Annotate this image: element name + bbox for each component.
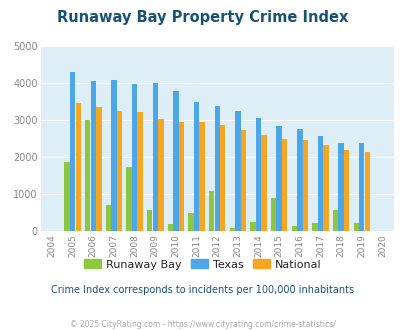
- Text: © 2025 CityRating.com - https://www.cityrating.com/crime-statistics/: © 2025 CityRating.com - https://www.city…: [70, 320, 335, 329]
- Bar: [194, 102, 199, 231]
- Bar: [229, 228, 234, 231]
- Bar: [209, 191, 214, 231]
- Bar: [85, 120, 90, 231]
- Bar: [90, 81, 96, 231]
- Legend: Runaway Bay, Texas, National: Runaway Bay, Texas, National: [80, 255, 325, 274]
- Bar: [240, 130, 245, 231]
- Bar: [220, 124, 225, 231]
- Bar: [270, 198, 276, 231]
- Bar: [323, 145, 328, 231]
- Bar: [214, 106, 220, 231]
- Bar: [358, 143, 364, 231]
- Bar: [302, 140, 307, 231]
- Bar: [261, 135, 266, 231]
- Bar: [117, 111, 122, 231]
- Bar: [64, 162, 70, 231]
- Bar: [70, 72, 75, 231]
- Bar: [364, 152, 369, 231]
- Bar: [296, 129, 302, 231]
- Bar: [249, 222, 255, 231]
- Bar: [147, 210, 152, 231]
- Bar: [132, 84, 137, 231]
- Bar: [255, 118, 260, 231]
- Bar: [158, 119, 163, 231]
- Bar: [105, 205, 111, 231]
- Bar: [281, 139, 287, 231]
- Bar: [96, 107, 101, 231]
- Bar: [126, 167, 131, 231]
- Bar: [152, 83, 158, 231]
- Bar: [276, 126, 281, 231]
- Bar: [188, 213, 193, 231]
- Bar: [137, 112, 143, 231]
- Bar: [234, 111, 240, 231]
- Bar: [111, 80, 116, 231]
- Bar: [353, 223, 358, 231]
- Bar: [338, 143, 343, 231]
- Bar: [199, 122, 204, 231]
- Bar: [167, 224, 173, 231]
- Bar: [291, 226, 296, 231]
- Bar: [173, 90, 178, 231]
- Bar: [75, 103, 81, 231]
- Text: Crime Index corresponds to incidents per 100,000 inhabitants: Crime Index corresponds to incidents per…: [51, 285, 354, 295]
- Text: Runaway Bay Property Crime Index: Runaway Bay Property Crime Index: [57, 10, 348, 25]
- Bar: [311, 223, 317, 231]
- Bar: [317, 136, 322, 231]
- Bar: [332, 210, 337, 231]
- Bar: [343, 150, 349, 231]
- Bar: [178, 121, 184, 231]
